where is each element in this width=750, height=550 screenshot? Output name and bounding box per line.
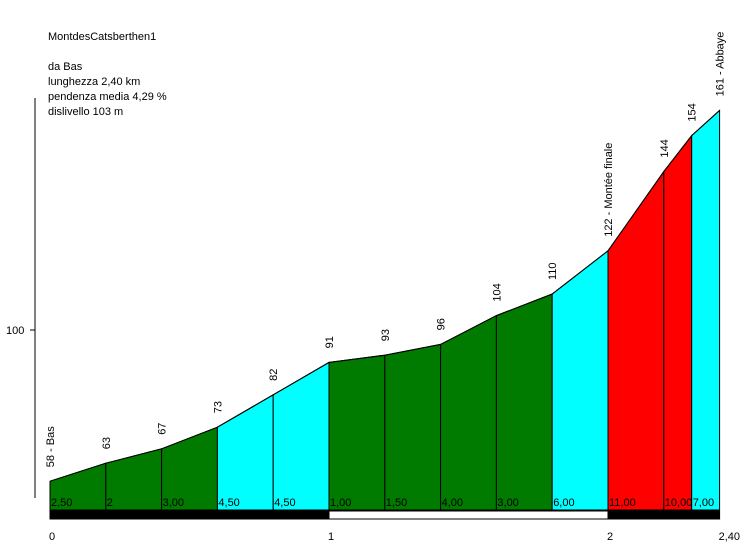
grade-label: 6,00 [553, 497, 574, 509]
grade-labels: 2,50 2 3,00 4,50 4,50 1,00 1,50 4,00 3,00 6,00 11,… [51, 497, 714, 509]
grade-label: 1,00 [330, 497, 351, 509]
start-location: da Bas [48, 61, 83, 73]
segment-area [384, 343, 442, 511]
segment-area [551, 249, 609, 511]
segment-area [495, 293, 553, 511]
grade-label: 2 [107, 497, 113, 509]
elevation-label: 63 [101, 437, 113, 449]
grade-label: 4,00 [442, 497, 463, 509]
segment-areas [49, 109, 721, 511]
elevation-label: 73 [212, 401, 224, 413]
chart-title: MontdesCatsberthen1 [48, 31, 157, 43]
profile-outline [49, 110, 720, 482]
grade-label: 3,00 [497, 497, 518, 509]
profile-line [49, 110, 720, 482]
grade-label: 7,00 [693, 497, 714, 509]
elevation-label: 110 [547, 262, 559, 280]
x-tick-label: 2 [607, 531, 613, 543]
avg-grade-text: pendenza media 4,29 % [48, 91, 167, 103]
grade-label: 4,50 [218, 497, 239, 509]
elevation-label: 67 [157, 423, 169, 435]
grade-label: 10,00 [665, 497, 693, 509]
segment-area [440, 314, 497, 511]
grade-label: 4,50 [274, 497, 295, 509]
segment-area [607, 170, 665, 511]
elevation-label: 93 [380, 329, 392, 341]
km-bar-segment [49, 510, 330, 520]
x-tick-label: 0 [49, 531, 55, 543]
segment-area [691, 109, 721, 511]
segment-area [272, 361, 330, 511]
y-axis: 100 [6, 98, 36, 498]
elevation-labels: 58 - Bas 63 67 73 82 91 93 96 104 110 122 - Montée… [45, 32, 727, 468]
km-bar [49, 510, 721, 520]
segment-area [663, 134, 693, 511]
km-bar-segment [328, 510, 609, 520]
grade-label: 2,50 [51, 497, 72, 509]
elevation-label: 161 - Abbaye [715, 32, 727, 97]
grade-label: 1,50 [386, 497, 407, 509]
grade-label: 11,00 [609, 497, 636, 509]
segment-area [328, 354, 386, 511]
elevation-gain-text: dislivello 103 m [48, 106, 124, 118]
length-text: lunghezza 2,40 km [48, 76, 141, 88]
elevation-label: 82 [268, 369, 280, 381]
elevation-label: 154 [687, 103, 699, 121]
segment-area [216, 393, 274, 511]
km-bar-segment [607, 510, 721, 520]
elevation-label: 91 [324, 336, 336, 348]
elevation-label: 96 [436, 318, 448, 330]
elevation-label: 58 - Bas [45, 426, 57, 467]
x-tick-label: 2,40 [719, 531, 740, 543]
elevation-label: 144 [659, 139, 671, 157]
x-tick-labels: 0 1 2 2,40 [49, 531, 740, 543]
y-tick-label: 100 [6, 325, 24, 337]
elevation-label: 122 - Montée finale [603, 143, 615, 237]
segment-area [105, 448, 163, 511]
grade-label: 3,00 [163, 497, 184, 509]
elevation-label: 104 [491, 283, 503, 301]
x-tick-label: 1 [328, 531, 334, 543]
